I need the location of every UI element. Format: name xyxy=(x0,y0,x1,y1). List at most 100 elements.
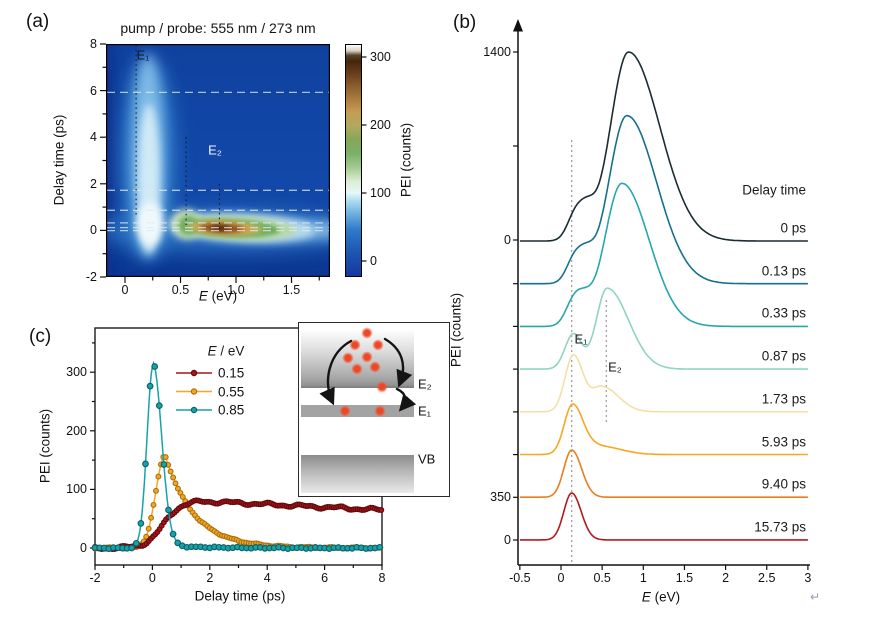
trace-marker-0.55 xyxy=(196,517,203,524)
trace-marker-0.15 xyxy=(371,505,378,512)
trace-marker-0.55 xyxy=(135,542,142,549)
trace-marker-0.55 xyxy=(296,544,303,550)
panel-a-y-tick-label: 4 xyxy=(90,130,97,145)
inset-label-vb: VB xyxy=(418,451,436,467)
inset-label-e1: E₁ xyxy=(418,403,432,419)
panel-c-y-axis-title: PEI (counts) xyxy=(37,408,53,484)
panel-a-y-tick-label: 8 xyxy=(90,37,97,51)
panel-b-x-tick-label: 2 xyxy=(722,571,730,585)
spectrum-curve-0.13ps xyxy=(519,114,808,285)
trace-marker-0.15 xyxy=(365,505,372,512)
trace-marker-0.15 xyxy=(229,499,236,506)
trace-marker-0.15 xyxy=(132,542,139,549)
curve-label-0ps: 0 ps xyxy=(780,220,806,236)
trace-marker-0.55 xyxy=(265,542,272,549)
trace-marker-0.55 xyxy=(177,489,184,496)
trace-marker-0.85 xyxy=(192,543,200,551)
delay-time-header: Delay time xyxy=(742,182,806,198)
trace-marker-0.55 xyxy=(253,540,259,547)
trace-marker-0.55 xyxy=(311,545,318,551)
trace-marker-0.85 xyxy=(229,544,237,552)
trace-marker-0.55 xyxy=(277,542,284,549)
trace-marker-0.15 xyxy=(104,545,111,552)
trace-marker-0.55 xyxy=(114,545,120,552)
trace-marker-0.15 xyxy=(262,500,268,507)
trace-marker-0.55 xyxy=(272,543,279,550)
trace-marker-0.55 xyxy=(143,533,150,540)
trace-marker-0.55 xyxy=(111,545,118,552)
trace-marker-0.55 xyxy=(323,544,330,551)
trace-marker-0.15 xyxy=(253,500,260,507)
trace-marker-0.15 xyxy=(225,498,232,505)
trace-marker-0.85 xyxy=(247,544,255,552)
trace-marker-0.55 xyxy=(260,542,267,549)
trace-marker-0.55 xyxy=(275,542,281,549)
trace-marker-0.55 xyxy=(365,545,372,552)
trace-marker-0.55 xyxy=(340,545,347,552)
trace-marker-0.55 xyxy=(192,512,198,519)
trace-marker-0.85 xyxy=(243,544,250,552)
trace-marker-0.85 xyxy=(215,543,223,551)
panel-b-x-tick-label: -0.5 xyxy=(509,571,531,585)
trace-marker-0.55 xyxy=(282,543,289,550)
trace-marker-0.15 xyxy=(352,506,359,513)
panel-a-x-tick-label: 1.5 xyxy=(282,283,301,297)
panel-c-x-tick-label: 0 xyxy=(148,571,156,585)
trace-marker-0.15 xyxy=(117,543,124,550)
panel-c-x-tick-label: 2 xyxy=(206,571,214,585)
trace-marker-0.85 xyxy=(132,539,140,547)
trace-marker-0.85 xyxy=(344,544,351,552)
trace-marker-0.55 xyxy=(360,544,367,551)
trace-marker-0.85 xyxy=(165,506,172,514)
panel-a-y-axis-title: Delay time (ps) xyxy=(51,114,67,206)
trace-marker-0.55 xyxy=(167,468,174,475)
trace-marker-0.15 xyxy=(219,499,225,506)
annotation-a-e1: E₁ xyxy=(136,47,150,63)
trace-marker-0.55 xyxy=(128,544,135,551)
trace-marker-0.15 xyxy=(330,504,337,511)
trace-marker-0.55 xyxy=(353,544,359,551)
trace-marker-0.15 xyxy=(154,529,161,535)
trace-marker-0.55 xyxy=(370,544,377,551)
trace-marker-0.85 xyxy=(284,545,292,552)
trace-marker-0.55 xyxy=(243,539,250,546)
trace-marker-0.85 xyxy=(91,544,99,552)
trace-marker-0.55 xyxy=(375,544,381,551)
trace-marker-0.55 xyxy=(92,545,98,552)
hotspot-core xyxy=(211,225,229,231)
trace-marker-0.15 xyxy=(283,503,290,510)
panel-c-x-tick-label: -2 xyxy=(89,571,101,585)
trace-marker-0.15 xyxy=(290,503,296,510)
trace-marker-0.55 xyxy=(240,539,247,546)
trace-marker-0.15 xyxy=(178,503,185,510)
trace-marker-0.55 xyxy=(335,544,342,551)
trace-marker-0.15 xyxy=(249,501,256,508)
trace-marker-0.55 xyxy=(328,543,335,550)
panel-a-x-axis-title: E (eV) xyxy=(199,289,237,304)
trace-marker-0.85 xyxy=(142,460,149,468)
trace-marker-0.15 xyxy=(335,503,342,510)
panel-b-x-tick-label: 2.5 xyxy=(758,571,776,585)
trace-marker-0.85 xyxy=(353,543,361,551)
trace-marker-0.55 xyxy=(118,545,125,552)
trace-marker-0.85 xyxy=(211,543,218,551)
trace-marker-0.15 xyxy=(158,522,165,529)
trace-marker-0.85 xyxy=(279,544,287,552)
trace-marker-0.15 xyxy=(191,497,197,504)
trace-marker-0.55 xyxy=(316,544,323,551)
trace-marker-0.15 xyxy=(130,543,137,550)
trace-marker-0.55 xyxy=(96,545,103,552)
trace-marker-0.55 xyxy=(109,544,116,551)
panel-c-x-axis-title: Delay time (ps) xyxy=(194,588,286,604)
trace-marker-0.55 xyxy=(267,543,274,550)
trace-marker-0.15 xyxy=(255,501,262,508)
panel-c-x-tick-label: 4 xyxy=(263,571,271,585)
trace-marker-0.85 xyxy=(110,544,117,551)
trace-marker-0.55 xyxy=(223,533,230,540)
trace-marker-0.55 xyxy=(150,501,157,508)
trace-marker-0.15 xyxy=(115,544,122,551)
trace-marker-0.55 xyxy=(174,485,181,492)
trace-marker-0.85 xyxy=(270,544,278,552)
trace-marker-0.15 xyxy=(221,498,228,505)
